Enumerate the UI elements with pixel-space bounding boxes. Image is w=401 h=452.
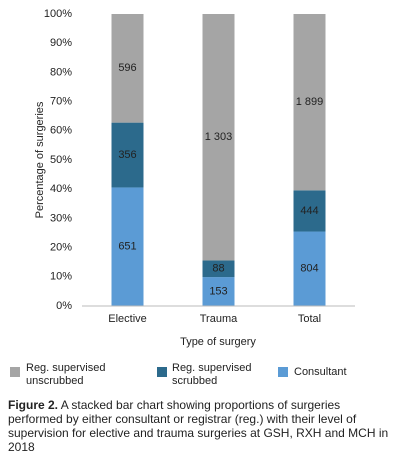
chart: Percentage of surgeries Type of surgery … <box>34 8 355 348</box>
bar-segment <box>111 187 144 306</box>
y-tick-label: 40% <box>50 183 72 195</box>
y-tick-label: 10% <box>50 271 72 283</box>
data-label: 596 <box>118 62 136 74</box>
bar-segment <box>293 190 326 232</box>
x-tick-label: Elective <box>108 313 147 325</box>
data-label: 1 303 <box>205 131 233 143</box>
data-label: 88 <box>212 263 224 275</box>
x-tick-label: Total <box>298 313 321 325</box>
legend-swatch <box>157 367 167 377</box>
data-label: 651 <box>118 241 136 253</box>
legend-label: Consultant <box>294 366 347 378</box>
data-label: 356 <box>118 149 136 161</box>
caption-text: A stacked bar chart showing proportions … <box>8 398 389 452</box>
x-axis-title: Type of surgery <box>180 336 256 348</box>
data-label: 153 <box>209 285 227 297</box>
bar-segment <box>202 260 235 278</box>
bar-segment <box>111 14 144 123</box>
y-tick-label: 70% <box>50 96 72 108</box>
y-tick-label: 20% <box>50 242 72 254</box>
bar-segment <box>202 277 235 306</box>
legend-swatch <box>10 367 20 377</box>
data-label: 804 <box>300 263 318 275</box>
legend-label: Reg. supervised unscrubbed <box>26 362 106 387</box>
legend-swatch <box>278 367 288 377</box>
y-tick-label: 100% <box>44 8 72 20</box>
caption: Figure 2. A stacked bar chart showing pr… <box>8 398 396 452</box>
y-tick-label: 90% <box>50 37 72 49</box>
y-tick-label: 80% <box>50 66 72 78</box>
y-tick-label: 0% <box>56 300 72 312</box>
y-tick-label: 30% <box>50 212 72 224</box>
bar-segment <box>293 231 326 306</box>
y-tick-label: 50% <box>50 154 72 166</box>
bar-segment <box>293 14 326 191</box>
y-axis-title: Percentage of surgeries <box>34 101 46 218</box>
y-tick-label: 60% <box>50 125 72 137</box>
legend-label: Reg. supervised scrubbed <box>172 362 252 387</box>
bar-segment <box>202 14 235 261</box>
x-tick-label: Trauma <box>200 313 238 325</box>
caption-label: Figure 2. <box>8 398 59 412</box>
bar-segment <box>111 122 144 188</box>
data-label: 1 899 <box>296 96 324 108</box>
data-label: 444 <box>300 205 318 217</box>
